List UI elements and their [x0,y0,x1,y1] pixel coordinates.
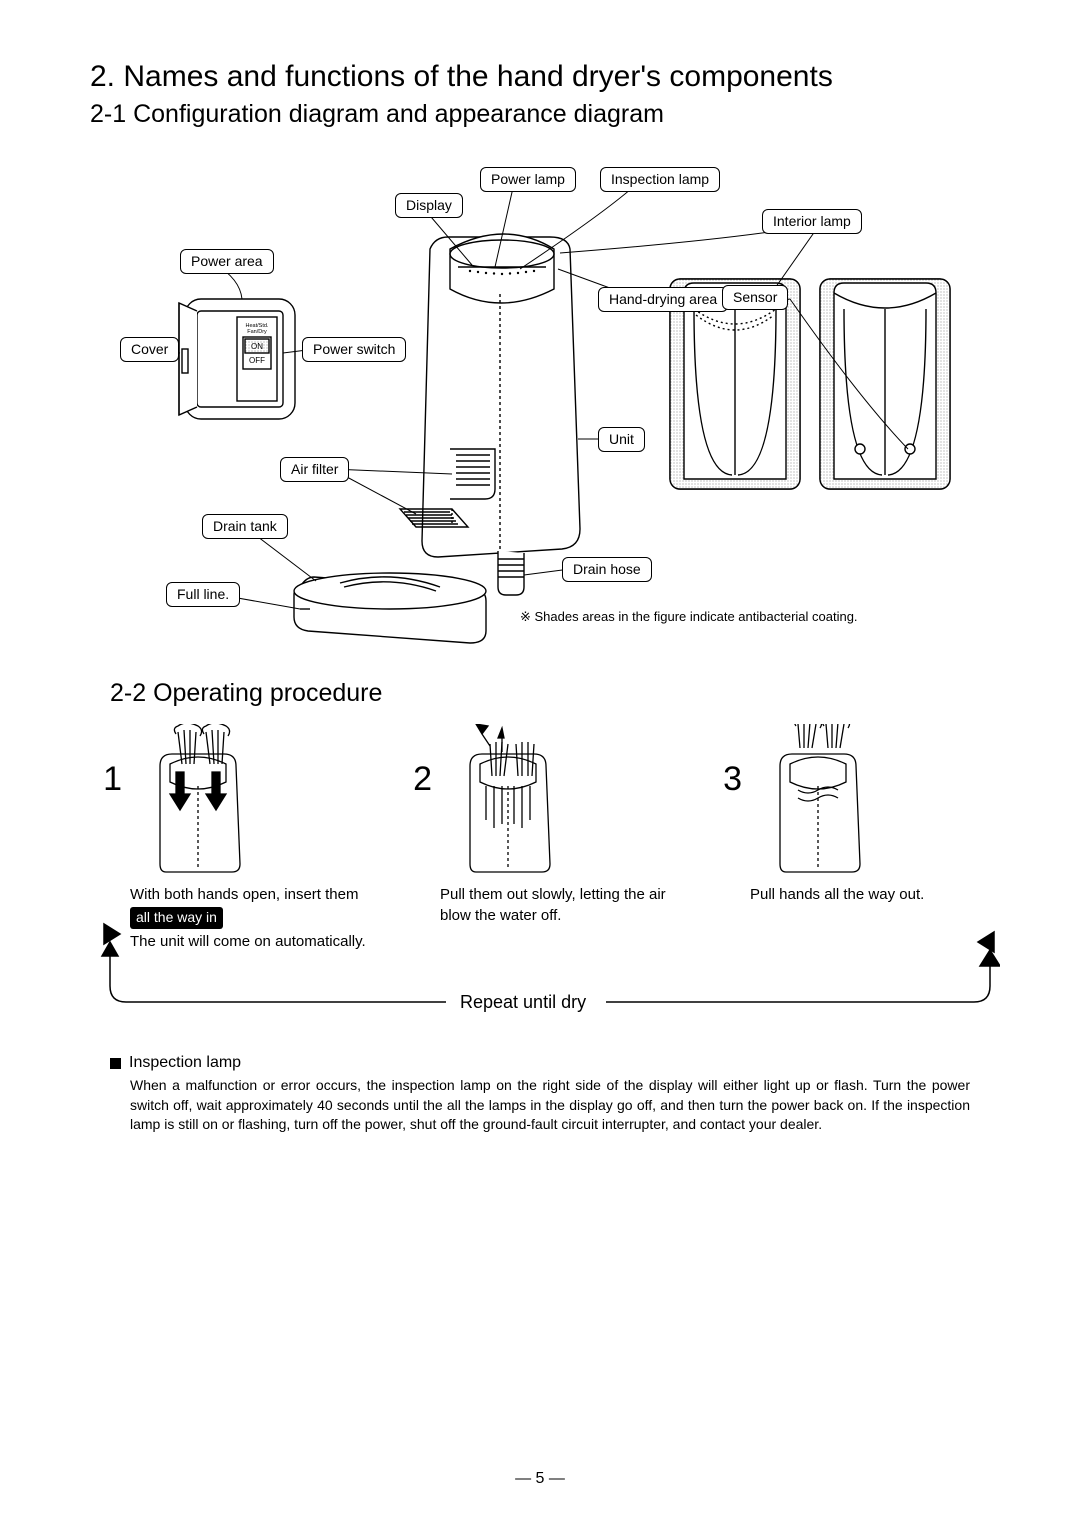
label-power-switch: Power switch [302,337,406,362]
step-1-icon [128,724,268,874]
svg-text:OFF: OFF [249,356,265,365]
label-inspection-lamp: Inspection lamp [600,167,720,192]
label-air-filter: Air filter [280,457,349,482]
sub-title-2-1: 2-1 Configuration diagram and appearance… [90,100,990,129]
label-sensor: Sensor [722,285,788,310]
step-text: With both hands open, insert them [130,886,358,903]
label-full-line: Full line. [166,582,240,607]
label-cover: Cover [120,337,179,362]
procedure-step-3: 3 [720,724,1000,954]
page-number: — 5 — [0,1470,1080,1488]
section-title: 2. Names and functions of the hand dryer… [90,60,990,94]
step-highlight: all the way in [130,907,223,929]
diagram-svg: ON OFF Heat/Std. Fan/Dry [100,149,1000,649]
step-2-icon [438,724,578,874]
label-unit: Unit [598,427,645,452]
label-interior-lamp: Interior lamp [762,209,862,234]
step-number: 2 [410,760,432,799]
procedure-step-1: 1 [100,724,380,954]
svg-text:Fan/Dry: Fan/Dry [247,329,267,335]
svg-text:ON: ON [251,342,263,351]
label-display: Display [395,193,463,218]
step-text: The unit will come on automatically. [130,933,366,950]
label-hand-drying-area: Hand-drying area [598,287,728,312]
inspection-title: Inspection lamp [129,1054,241,1072]
operating-procedure: 1 [100,724,1000,1024]
step-number: 1 [100,760,122,799]
step-caption: Pull them out slowly, letting the air bl… [440,884,690,954]
configuration-diagram: ON OFF Heat/Std. Fan/Dry [100,149,1000,649]
step-caption: Pull hands all the way out. [750,884,1000,954]
procedure-step-2: 2 [410,724,690,954]
repeat-text: Repeat until dry [450,992,596,1013]
label-power-area: Power area [180,249,274,274]
manual-page: 2. Names and functions of the hand dryer… [0,0,1080,1528]
inspection-block: Inspection lamp When a malfunction or er… [110,1054,970,1135]
label-power-lamp: Power lamp [480,167,576,192]
sub-title-2-2: 2-2 Operating procedure [110,679,990,708]
step-number: 3 [720,760,742,799]
square-bullet-icon [110,1058,121,1069]
label-drain-tank: Drain tank [202,514,288,539]
step-3-icon [748,724,888,874]
inspection-body: When a malfunction or error occurs, the … [110,1076,970,1135]
label-drain-hose: Drain hose [562,557,652,582]
step-caption: With both hands open, insert them all th… [130,884,380,954]
diagram-footnote: ※ Shades areas in the figure indicate an… [520,609,858,625]
